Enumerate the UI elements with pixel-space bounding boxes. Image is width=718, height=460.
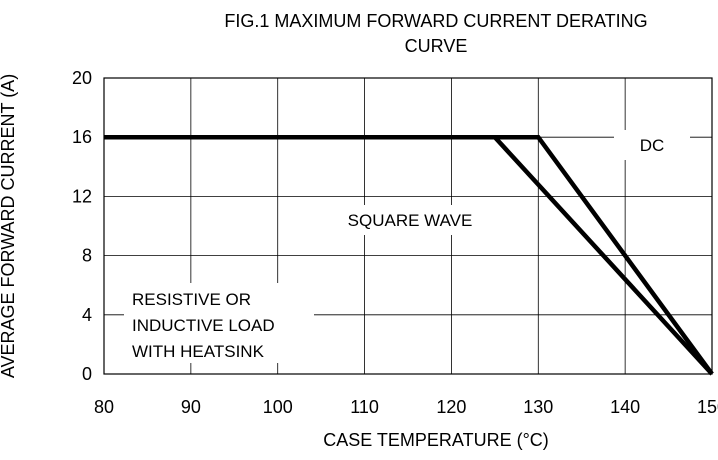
chart-title-line1: FIG.1 MAXIMUM FORWARD CURRENT DERATING	[224, 11, 647, 31]
x-tick-label: 140	[610, 397, 640, 417]
x-tick-label: 80	[94, 397, 114, 417]
chart-title-line2: CURVE	[405, 36, 468, 56]
x-tick-label: 130	[523, 397, 553, 417]
square-wave-label-box	[316, 205, 504, 235]
x-tick-label: 100	[263, 397, 293, 417]
y-tick-labels: 0 4 8 12 16 20	[72, 68, 92, 384]
series-line-square-wave	[104, 134, 714, 376]
x-tick-labels: 80 90 100 110 120 130 140 150	[94, 397, 718, 417]
y-tick-label: 4	[82, 305, 92, 325]
condition-label-box	[124, 283, 314, 363]
y-tick-label: 0	[82, 364, 92, 384]
plot-frame	[103, 77, 713, 375]
x-tick-label: 150	[697, 397, 718, 417]
x-tick-label: 110	[350, 397, 379, 417]
y-axis-label: AVERAGE FORWARD CURRENT (A)	[0, 74, 18, 378]
y-tick-label: 20	[72, 68, 92, 88]
condition-label-line3: WITH HEATSINK	[132, 342, 265, 361]
square-wave-label: SQUARE WAVE	[348, 211, 473, 230]
y-tick-label: 12	[72, 186, 92, 206]
condition-label-line1: RESISTIVE OR	[132, 290, 251, 309]
x-tick-label: 90	[181, 397, 201, 417]
y-tick-label: 16	[72, 127, 92, 147]
dc-label-box	[614, 130, 690, 160]
y-tick-label: 8	[82, 246, 92, 266]
x-tick-label: 120	[436, 397, 466, 417]
x-axis-label: CASE TEMPERATURE (°C)	[323, 430, 549, 450]
condition-label-line2: INDUCTIVE LOAD	[132, 316, 275, 335]
dc-label: DC	[640, 136, 665, 155]
series-lines	[104, 134, 714, 376]
